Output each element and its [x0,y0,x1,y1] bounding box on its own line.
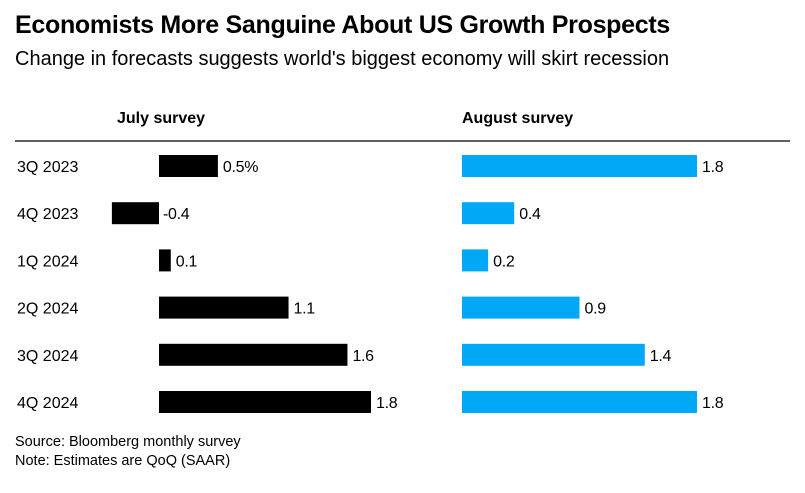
data-label-august: 1.8 [702,395,724,412]
bar-august [462,155,697,177]
bar-august [462,391,697,413]
data-label-august: 0.9 [585,301,607,318]
chart-title: Economists More Sanguine About US Growth… [15,11,670,39]
data-label-july: 1.8 [376,395,398,412]
category-label: 3Q 2023 [17,159,78,176]
bar-august [462,296,580,319]
data-label-august: 0.2 [493,253,515,270]
panel-header-august: August survey [462,110,573,127]
bar-august [462,202,515,225]
bar-july [111,202,159,225]
bar-july [159,343,348,366]
bar-july [159,296,289,319]
category-label: 3Q 2024 [17,348,78,365]
category-label: 4Q 2024 [17,395,78,412]
category-label: 4Q 2023 [17,206,78,223]
data-label-august: 1.8 [702,159,724,176]
panel-header-july: July survey [117,110,205,127]
bar-august [462,249,489,272]
bar-july [159,391,371,413]
data-label-july: 0.5% [223,159,258,176]
data-label-july: 0.1 [176,253,198,270]
category-label: 1Q 2024 [17,253,78,270]
data-label-august: 0.4 [519,206,541,223]
bar-july [159,249,171,272]
source-note: Source: Bloomberg monthly survey [15,434,241,450]
data-label-july: -0.4 [163,206,190,223]
data-label-july: 1.1 [294,301,316,318]
category-label: 2Q 2024 [17,301,78,318]
estimate-note: Note: Estimates are QoQ (SAAR) [15,453,231,469]
bar-july [159,155,218,177]
chart-subtitle: Change in forecasts suggests world's big… [15,48,670,70]
data-label-july: 1.6 [352,348,374,365]
bar-august [462,343,645,366]
data-label-august: 1.4 [650,348,672,365]
